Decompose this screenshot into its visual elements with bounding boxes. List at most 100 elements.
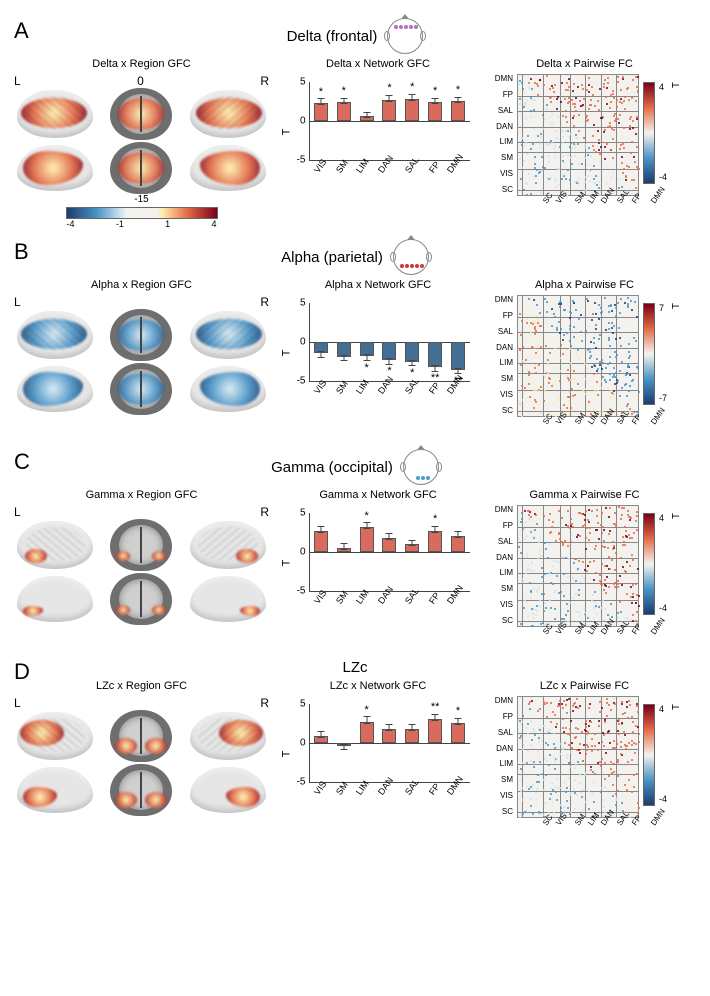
bar-FP: ** [428,303,442,381]
x-labels: VISSMLIMDANSALFPDMN [309,163,470,189]
bar-DAN [382,704,396,782]
significance-marker: * [433,513,437,525]
matrix-colorbar [643,513,655,615]
electrode-head [393,239,429,275]
barplot: T-505**VISSMLIMDANSALFPDMN [297,505,472,620]
label-L: L [14,696,21,710]
panel-letter: A [14,18,29,44]
matrix-xlabels: SCVISSMLIMDANSALFPDMN [540,627,660,649]
error-bar [389,724,390,731]
ytick: -5 [288,586,306,597]
label-R: R [260,505,269,519]
significance-marker: * [364,704,368,716]
matrix-xlabels: SCVISSMLIMDANSALFPDMN [540,417,660,439]
ytick: 5 [288,77,306,88]
bar-VIS [314,513,328,591]
bar-VIS: * [314,82,328,160]
bars-container: ** [310,513,470,591]
barplot: T-505******VISSMLIMDANSALFPDMN [297,74,472,189]
brain-grid [14,309,269,415]
bar-DMN: * [451,704,465,782]
panel-letter: C [14,449,30,475]
region-colorbar [66,207,218,219]
plot-area: -505******* [309,303,470,382]
matrix-column: Gamma x Pairwise FCDMNFPSALDANLIMSMVISSC… [487,489,682,649]
error-bar [366,716,367,723]
error-bar [320,98,321,104]
panel-title-row: Gamma (occipital) [14,449,696,485]
error-bar [366,522,367,529]
barplot-title: Alpha x Network GFC [325,279,431,291]
bars-container: ******* [310,303,470,381]
plot-area: -505**** [309,704,470,783]
matrix-canvas [517,696,639,818]
error-bar [435,526,436,533]
matrix-colorbar [643,82,655,184]
ytick: 0 [288,337,306,348]
barplot-title: Gamma x Network GFC [319,489,436,501]
error-bar [389,358,390,364]
matrix-title: LZc x Pairwise FC [540,680,629,692]
x-labels: VISSMLIMDANSALFPDMN [309,785,470,811]
colorbar-top-center: 0 [137,74,144,88]
matrix-canvas [517,505,639,627]
error-bar [320,351,321,357]
electrode-head [403,449,439,485]
significance-marker: * [456,84,460,96]
yaxis-label: T [280,750,292,757]
bar-SAL: * [405,82,419,160]
barplot: T-505*******VISSMLIMDANSALFPDMN [297,295,472,410]
panel-title: Gamma (occipital) [271,459,393,476]
bar-FP: * [428,82,442,160]
significance-marker: * [364,510,368,522]
significance-marker: * [456,705,460,717]
x-labels: VISSMLIMDANSALFPDMN [309,594,470,620]
brain-column: Delta x Region GFCL0R-15-4-114 [14,58,269,229]
bar-DMN: ** [451,303,465,381]
bar-FP: * [428,513,442,591]
error-bar [435,714,436,721]
panel-body: Delta x Region GFCL0R-15-4-114Delta x Ne… [14,58,696,229]
panel-body: LZc x Region GFCLRLZc x Network GFCT-505… [14,680,696,840]
ytick: -5 [288,777,306,788]
ytick: -5 [288,376,306,387]
error-bar [366,112,367,118]
significance-marker: ** [431,701,440,713]
bar-LIM [360,82,374,160]
error-bar [435,365,436,371]
brain-subtitle: Gamma x Region GFC [86,489,198,501]
label-R: R [260,74,269,88]
bar-SM: * [337,82,351,160]
brain-grid [14,88,269,194]
barplot-column: Alpha x Network GFC T-505*******VISSMLIMD… [283,279,473,410]
matrix-colorbar-ticks: 7-7 [659,303,667,403]
plot-area: -505** [309,513,470,592]
panel-body: Gamma x Region GFCLRGamma x Network GFCT… [14,489,696,649]
brain-subtitle: Delta x Region GFC [92,58,190,70]
ytick: 5 [288,508,306,519]
bar-DMN [451,513,465,591]
matrix-ylabels: DMNFPSALDANLIMSMVISSC [487,696,513,816]
matrix-colorbar-label: T [671,303,682,309]
panel-title: Alpha (parietal) [281,249,383,266]
error-bar [320,731,321,737]
yaxis-label: T [280,128,292,135]
panel-title: LZc [342,659,367,676]
brain-column: Alpha x Region GFCLR [14,279,269,415]
matrix-title: Alpha x Pairwise FC [535,279,634,291]
brain-subtitle: Alpha x Region GFC [91,279,192,291]
matrix-ylabels: DMNFPSALDANLIMSMVISSC [487,74,513,194]
bar-FP: ** [428,704,442,782]
matrix-colorbar [643,303,655,405]
error-bar [343,744,344,750]
colorbar-offset: -15 [134,194,148,205]
matrix-colorbar-ticks: 4-4 [659,513,667,613]
matrix-colorbar-ticks: 4-4 [659,704,667,804]
error-bar [389,95,390,102]
yaxis-label: T [280,559,292,566]
matrix-ylabels: DMNFPSALDANLIMSMVISSC [487,295,513,415]
matrix-colorbar [643,704,655,806]
ytick: 5 [288,298,306,309]
ytick: 5 [288,699,306,710]
ytick: -5 [288,155,306,166]
